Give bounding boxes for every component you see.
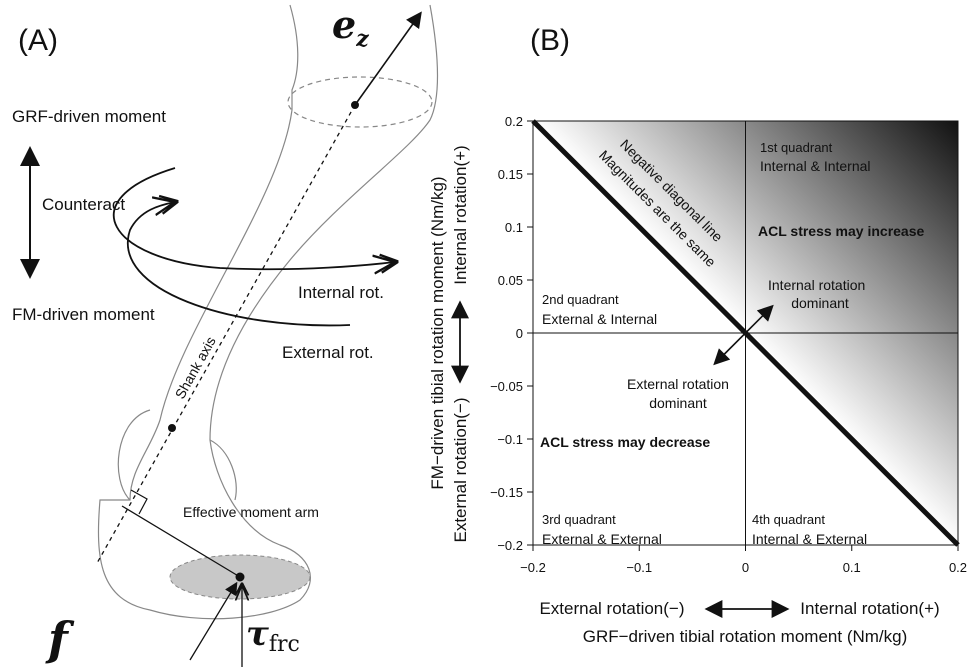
force-symbol: f: [45, 612, 75, 666]
x-tick-label: −0.2: [520, 560, 546, 575]
annotation: External rotation(−): [451, 397, 470, 542]
axis-symbol: ez: [332, 2, 369, 52]
annotation: 1st quadrant: [760, 140, 833, 155]
y-tick-label: 0.05: [498, 273, 523, 288]
leg-illustration: [97, 4, 439, 620]
label: GRF-driven moment: [12, 107, 166, 126]
annotation: FM−driven tibial rotation moment (Nm/kg): [428, 176, 447, 489]
dominance-arrow: [713, 304, 774, 366]
y-tick-label: −0.05: [490, 379, 523, 394]
x-tick-label: 0.1: [843, 560, 861, 575]
label: Counteract: [42, 195, 125, 214]
y-tick-label: −0.1: [497, 432, 523, 447]
annotation: GRF−driven tibial rotation moment (Nm/kg…: [583, 627, 908, 646]
annotation: Internal & Internal: [760, 158, 871, 174]
x-tick-label: 0.2: [949, 560, 967, 575]
rotation-arrows: [20, 146, 395, 327]
annotation: 3rd quadrant: [542, 512, 616, 527]
x-tick-label: −0.1: [626, 560, 652, 575]
annotation: External & Internal: [542, 311, 657, 327]
label: External rot.: [282, 343, 374, 362]
annotation: 4th quadrant: [752, 512, 825, 527]
shank-axis: [95, 11, 422, 667]
annotation: Internal rotation: [768, 277, 865, 293]
annotation: ACL stress may increase: [758, 223, 924, 239]
annotation: dominant: [791, 295, 849, 311]
panel-label: (B): [530, 24, 570, 57]
label: Internal rot.: [298, 283, 384, 302]
y-tick-label: −0.2: [497, 538, 523, 553]
panel-label: (A): [18, 24, 58, 57]
annotation: Internal rotation(+): [451, 145, 470, 284]
y-tick-label: 0.2: [505, 114, 523, 129]
annotation: External & External: [542, 531, 662, 547]
annotation: Internal & External: [752, 531, 867, 547]
y-tick-label: 0.1: [505, 220, 523, 235]
label: Shank axis: [172, 334, 219, 402]
quadrant-plot: −0.2 −0.1 0 0.1 0.2 −0.2 −0.15 −0.1 −0.05 0 0.05 0.…: [428, 114, 967, 646]
annotation: External rotation: [627, 376, 729, 392]
y-tick-label: −0.15: [490, 485, 523, 500]
label: Effective moment arm: [183, 504, 319, 520]
y-tick-label: 0.15: [498, 167, 523, 182]
torque-symbol: τfrc: [246, 614, 300, 657]
label: FM-driven moment: [12, 305, 155, 324]
annotation: 2nd quadrant: [542, 292, 619, 307]
y-tick-label: 0: [516, 326, 523, 341]
x-tick-label: 0: [742, 560, 749, 575]
annotation: External rotation(−): [539, 599, 684, 618]
annotation: dominant: [649, 395, 707, 411]
annotation: ACL stress may decrease: [540, 434, 710, 450]
annotation: Internal rotation(+): [800, 599, 939, 618]
